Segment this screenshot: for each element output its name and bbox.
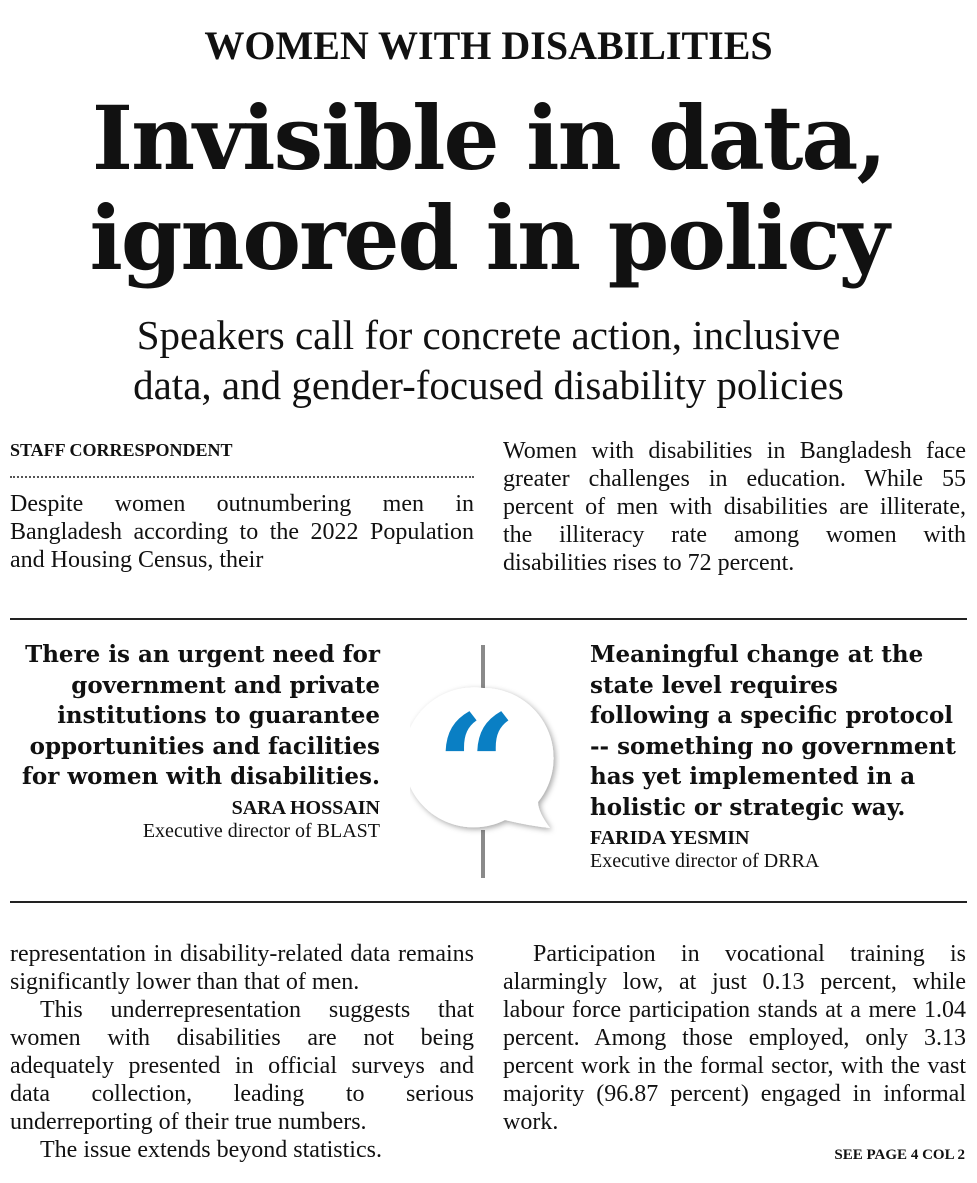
divider-rule: [10, 901, 967, 903]
byline: STAFF CORRESPONDENT: [10, 440, 233, 460]
bottom-left-column: representation in disability-related dat…: [10, 940, 474, 1164]
top-left-text: Despite women outnumbering men in Bangla…: [10, 491, 474, 573]
paragraph: representation in disability-related dat…: [10, 941, 474, 995]
bottom-right-column: Participation in vocational training is …: [503, 940, 966, 1136]
subhead-line: Speakers call for concrete action, inclu…: [136, 312, 841, 358]
pull-quote-right: Meaningful change at the state level req…: [590, 640, 965, 873]
quote-role: Executive director of BLAST: [142, 819, 380, 842]
continuation-note: SEE PAGE 4 COL 2: [834, 1147, 965, 1163]
speech-bubble-quote-icon: “: [403, 640, 560, 880]
quote-role: Executive director of DRRA: [590, 850, 820, 872]
svg-text:“: “: [436, 685, 517, 849]
subhead-line: data, and gender-focused disability poli…: [133, 362, 844, 408]
paragraph: The issue extends beyond statistics.: [40, 1137, 382, 1163]
headline-line: Invisible in data,: [91, 86, 887, 190]
headline-line: ignored in policy: [89, 186, 889, 290]
quote-text: Meaningful change at the state level req…: [590, 641, 956, 821]
pull-quote-left: There is an urgent need for government a…: [10, 640, 380, 843]
subhead: Speakers call for concrete action, inclu…: [0, 310, 977, 410]
quote-text: There is an urgent need for government a…: [21, 641, 380, 790]
kicker: WOMEN WITH DISABILITIES: [204, 23, 773, 68]
paragraph: Participation in vocational training is …: [503, 941, 966, 1135]
quote-name: SARA HOSSAIN: [231, 796, 380, 819]
headline: Invisible in data, ignored in policy: [0, 88, 977, 288]
paragraph: This underrepresentation suggests that w…: [10, 997, 474, 1135]
dotted-divider: [10, 476, 474, 478]
quote-name: FARIDA YESMIN: [590, 827, 750, 849]
top-right-text: Women with disabilities in Bangladesh fa…: [503, 438, 966, 576]
divider-rule: [10, 618, 967, 620]
